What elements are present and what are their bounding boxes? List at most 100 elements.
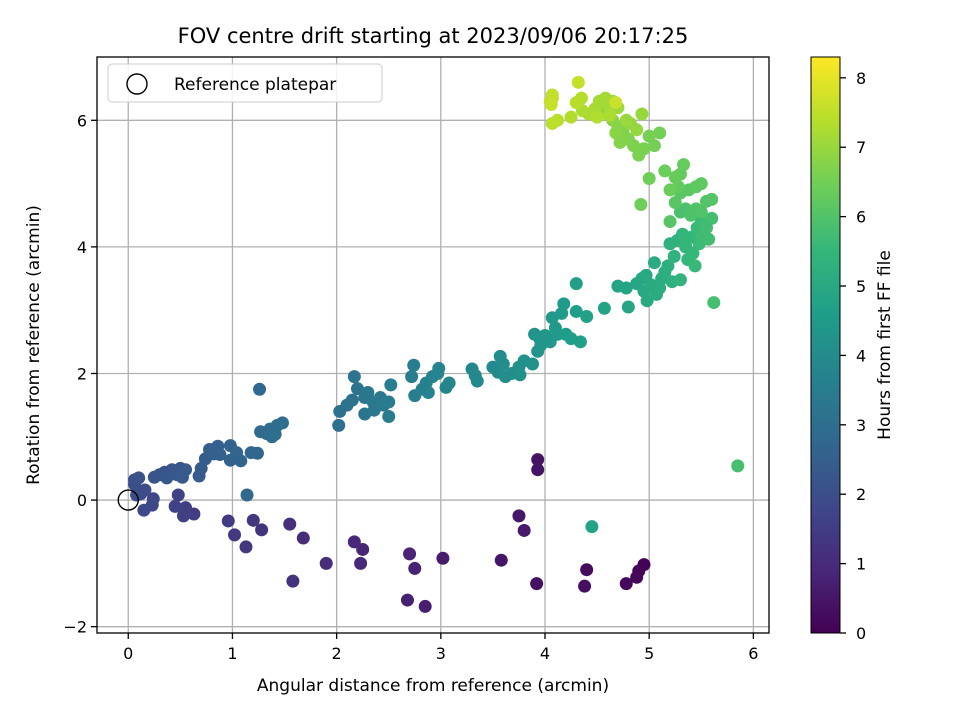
data-point (573, 335, 587, 349)
data-point (350, 382, 364, 396)
data-point (407, 358, 421, 372)
data-point (564, 110, 578, 124)
data-point (545, 88, 559, 102)
data-point (255, 523, 269, 537)
data-point (400, 593, 414, 607)
data-point (580, 310, 594, 324)
data-point (436, 551, 450, 565)
data-point (496, 357, 510, 371)
data-point (234, 454, 248, 468)
data-point (668, 170, 682, 184)
data-point (578, 579, 592, 593)
colorbar-tick-label: 7 (856, 138, 866, 157)
data-point (668, 196, 682, 210)
data-point (403, 547, 417, 561)
data-point (345, 393, 359, 407)
data-point (619, 577, 633, 591)
colorbar-label: Hours from first FF file (875, 250, 895, 440)
legend-box (107, 63, 383, 103)
data-point (354, 556, 368, 570)
data-point (658, 164, 672, 178)
y-tick-label: −2 (63, 618, 87, 637)
data-point (699, 221, 713, 235)
data-point (707, 296, 721, 310)
data-point (653, 126, 667, 140)
data-point (686, 246, 700, 260)
data-point (597, 301, 611, 315)
colorbar-tick-label: 8 (856, 69, 866, 88)
y-axis-label: Rotation from reference (arcmin) (24, 205, 44, 485)
data-point (356, 542, 370, 556)
x-axis-ticks: 0 1 2 3 4 5 6 (123, 633, 758, 663)
data-point (494, 553, 508, 567)
colorbar-tick-label: 4 (856, 346, 866, 365)
data-point (239, 540, 253, 554)
y-tick-label: 0 (77, 491, 87, 510)
data-point (530, 577, 544, 591)
data-point (571, 75, 585, 89)
data-point (590, 110, 604, 124)
data-point (634, 197, 648, 211)
data-point (545, 116, 559, 130)
data-point (283, 517, 297, 531)
data-point (347, 370, 361, 384)
data-point (688, 259, 702, 273)
colorbar-tick-label: 5 (856, 277, 866, 296)
data-point (632, 148, 646, 162)
data-point (405, 370, 419, 384)
y-axis-ticks: −2 0 2 4 6 (63, 111, 97, 637)
data-point (661, 259, 675, 273)
data-point (213, 448, 227, 462)
data-point (176, 509, 190, 523)
data-point (642, 172, 656, 186)
legend-entry-reference: Reference platepar (174, 75, 336, 95)
colorbar-ticks: 0 1 2 3 4 5 6 7 8 (840, 69, 866, 643)
data-point (179, 463, 193, 477)
x-tick-label: 4 (540, 644, 550, 663)
data-point (361, 385, 375, 399)
data-point (569, 277, 583, 291)
data-point (619, 281, 633, 295)
data-point (296, 531, 310, 545)
data-point (694, 205, 708, 219)
data-point (531, 463, 545, 477)
colorbar-tick-label: 6 (856, 208, 866, 227)
data-point (470, 374, 484, 388)
data-point (146, 492, 160, 506)
data-point (132, 471, 146, 485)
data-point (557, 297, 571, 311)
data-point (585, 520, 599, 534)
data-point (635, 107, 649, 121)
data-point (673, 273, 687, 287)
data-point (168, 499, 182, 513)
colorbar-tick-label: 3 (856, 416, 866, 435)
data-point (569, 304, 583, 318)
data-point (663, 215, 677, 229)
data-point (268, 427, 282, 441)
data-point (408, 561, 422, 575)
colorbar (810, 56, 841, 634)
data-point (240, 488, 254, 502)
plot-frame (96, 56, 770, 634)
data-point (544, 97, 558, 111)
legend-marker-reference (126, 73, 148, 95)
data-point (663, 183, 677, 197)
x-tick-label: 3 (436, 644, 446, 663)
data-point (619, 113, 633, 127)
data-point (517, 523, 531, 537)
reference-platepar-marker (117, 489, 139, 511)
data-point (421, 385, 435, 399)
data-point (253, 382, 267, 396)
data-point (228, 528, 242, 542)
data-point (702, 232, 716, 246)
data-point (621, 300, 635, 314)
data-point (332, 418, 346, 432)
data-point (418, 599, 432, 613)
data-point (647, 139, 661, 153)
data-point (319, 556, 333, 570)
data-point (640, 294, 654, 308)
data-point (432, 361, 446, 375)
colorbar-tick-label: 0 (856, 624, 866, 643)
data-point (171, 488, 185, 502)
data-points (128, 75, 745, 613)
